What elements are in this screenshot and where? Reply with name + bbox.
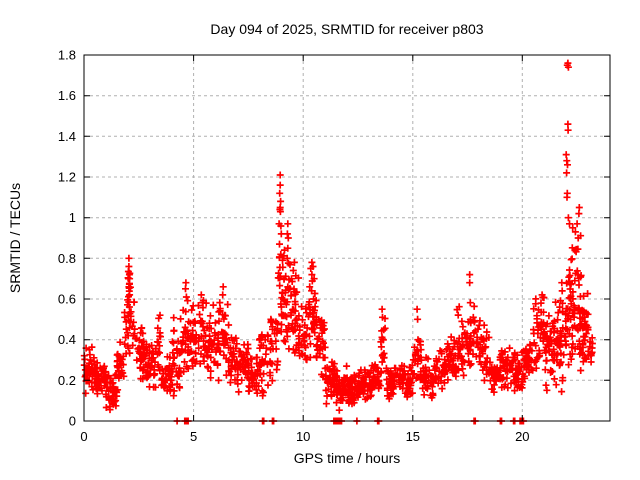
grid-lines bbox=[84, 55, 610, 421]
scatter-points-srmtid bbox=[80, 59, 596, 425]
tick-labels: 0 5 10 15 20 0 0.2 0.4 0.6 0.8 1 1.2 1.4 1.6 1.8 bbox=[58, 48, 530, 445]
x-tick-label-20: 20 bbox=[515, 429, 529, 444]
x-tick-label-5: 5 bbox=[190, 429, 197, 444]
y-tick-label-1.8: 1.8 bbox=[58, 48, 76, 63]
y-tick-label-0: 0 bbox=[69, 414, 76, 429]
y-tick-label-0.4: 0.4 bbox=[58, 332, 76, 347]
y-tick-label-0.8: 0.8 bbox=[58, 251, 76, 266]
x-tick-label-15: 15 bbox=[406, 429, 420, 444]
plot-border bbox=[83, 54, 611, 422]
x-tick-label-10: 10 bbox=[296, 429, 310, 444]
y-tick-label-0.2: 0.2 bbox=[58, 373, 76, 388]
y-tick-label-0.6: 0.6 bbox=[58, 292, 76, 307]
y-tick-label-1.2: 1.2 bbox=[58, 170, 76, 185]
y-tick-label-1.4: 1.4 bbox=[58, 129, 76, 144]
y-tick-label-1: 1 bbox=[69, 210, 76, 225]
chart-title: Day 094 of 2025, SRMTID for receiver p80… bbox=[210, 21, 483, 37]
y-tick-label-1.6: 1.6 bbox=[58, 88, 76, 103]
x-tick-label-0: 0 bbox=[80, 429, 87, 444]
x-axis-label: GPS time / hours bbox=[294, 450, 401, 466]
y-axis-label: SRMTID / TECUs bbox=[7, 183, 23, 293]
grid-path bbox=[84, 55, 610, 421]
axis-tick-marks bbox=[83, 54, 610, 422]
